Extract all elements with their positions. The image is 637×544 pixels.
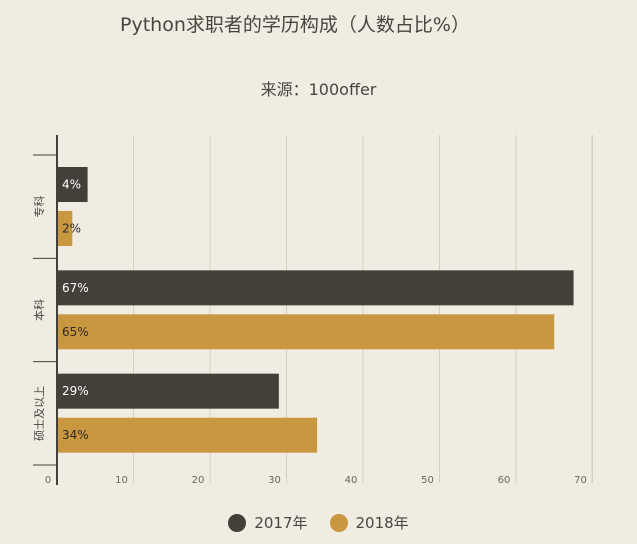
chart-subtitle: 来源：100offer — [260, 80, 377, 99]
data-label-0-0: 4% — [62, 178, 81, 192]
data-label-0-1: 67% — [62, 281, 89, 295]
legend-item-2018[interactable]: 2018年 — [329, 512, 409, 533]
bar-0-0 — [57, 167, 88, 202]
legend-label-2017: 2017年 — [254, 514, 308, 532]
data-label-1-0: 2% — [62, 222, 81, 236]
chart-title: Python求职者的学历构成（人数占比%） — [120, 14, 470, 36]
legend-swatch-2017 — [228, 513, 247, 532]
legend-label-2018: 2018年 — [355, 514, 409, 532]
x-tick-label-0: 0 — [45, 475, 51, 486]
category-label-1: 本科 — [32, 299, 46, 321]
category-label-0: 专科 — [32, 196, 46, 218]
x-tick-label-50: 50 — [421, 475, 434, 486]
bar-0-1 — [57, 270, 574, 306]
bar-1-2 — [57, 417, 318, 453]
data-label-1-2: 34% — [62, 428, 89, 442]
x-tick-label-40: 40 — [345, 475, 358, 486]
bar-0-2 — [57, 373, 279, 409]
x-tick-label-10: 10 — [115, 475, 128, 486]
x-tick-label-70: 70 — [574, 475, 587, 486]
category-label-2: 硕士及以上 — [33, 386, 46, 441]
legend-swatch-2018 — [329, 513, 348, 532]
data-label-0-2: 29% — [62, 384, 89, 398]
data-label-1-1: 65% — [62, 325, 89, 339]
x-tick-label-60: 60 — [498, 475, 511, 486]
bar-1-1 — [57, 314, 555, 350]
bar-1-0 — [57, 211, 73, 246]
legend-item-2017[interactable]: 2017年 — [228, 512, 308, 533]
x-tick-label-20: 20 — [192, 475, 205, 486]
x-tick-label-30: 30 — [268, 475, 281, 486]
legend: 2017年 2018年 — [0, 512, 637, 533]
